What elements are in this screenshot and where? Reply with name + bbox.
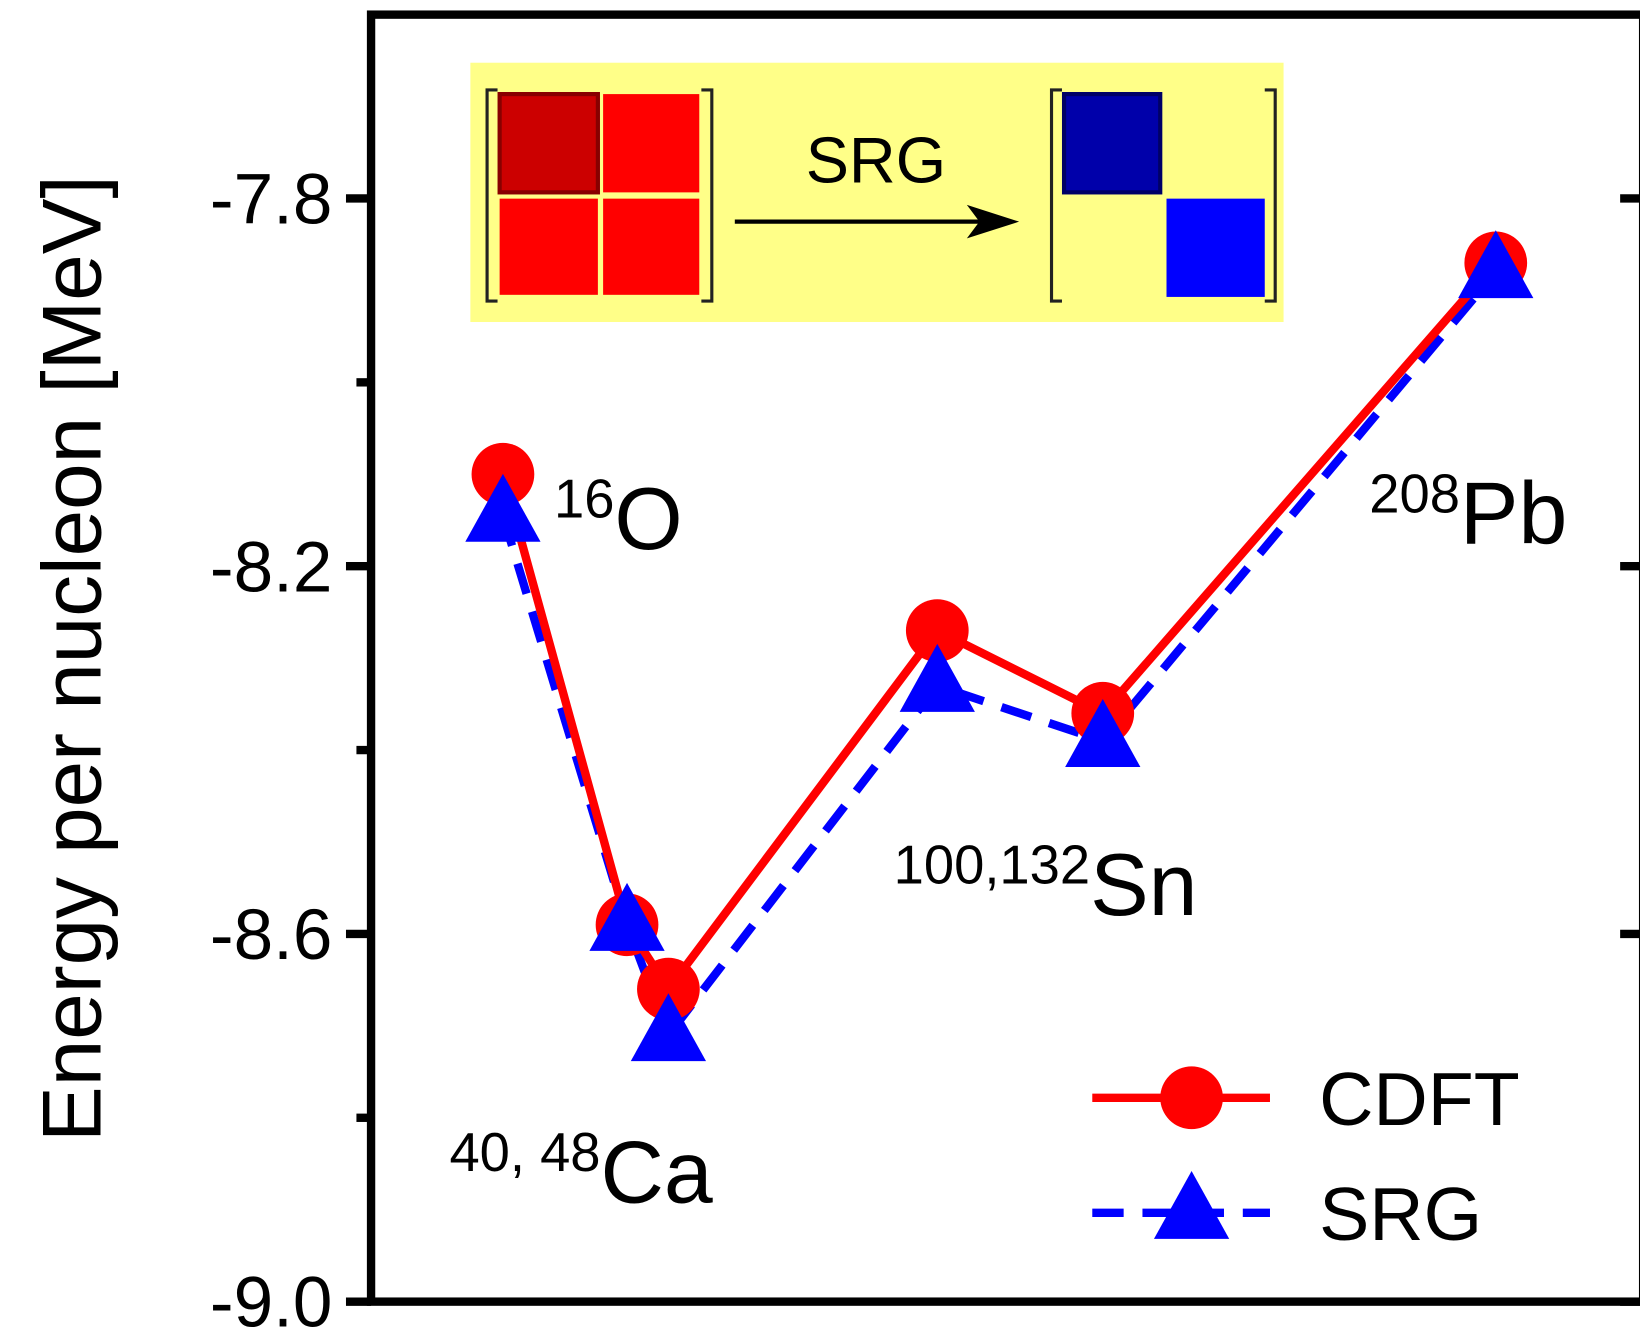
annotation-superscript: 100,132 [894,834,1090,895]
y-tick-label: -7.8 [210,161,332,240]
matrix-block [500,94,598,192]
legend-item: SRG [1092,1171,1482,1256]
matrix-block [603,94,699,192]
y-axis-label: Energy per nucleon [MeV] [24,175,118,1142]
y-tick-label: -9.0 [210,1264,332,1333]
inset: SRG [470,63,1283,322]
page: {"chart_data": {"type": "line", "y_label… [0,0,1640,1333]
annotation-text: Ca [601,1123,713,1221]
matrix-block [500,199,598,295]
annotation: 208Pb [1369,463,1567,562]
annotation-superscript: 16 [554,469,614,530]
chart: Energy per nucleon [MeV] SRG -9.0 -8.6 -8.… [0,0,1640,1333]
annotation-superscript: 208 [1369,463,1460,524]
annotation-text: Sn [1090,836,1197,934]
legend-marker [1154,1171,1229,1239]
annotation-text: Pb [1460,465,1567,563]
marker [900,644,975,712]
annotation-superscript: 40, 48 [449,1122,600,1183]
annotation: 16O [554,469,683,568]
y-tick-label: -8.6 [210,896,332,975]
annotation-text: O [614,470,682,568]
y-tick-label: -8.2 [210,528,332,607]
annotation: 100,132Sn [894,834,1198,933]
matrix-block [1064,94,1160,192]
legend-label: SRG [1319,1172,1482,1256]
legend-item: CDFT [1092,1057,1519,1141]
legend-marker [1160,1066,1223,1129]
annotation: 40, 48Ca [449,1122,712,1221]
legend-label: CDFT [1319,1057,1520,1141]
inset-label: SRG [806,123,946,196]
matrix-block [1167,199,1265,297]
matrix-block [603,199,699,295]
